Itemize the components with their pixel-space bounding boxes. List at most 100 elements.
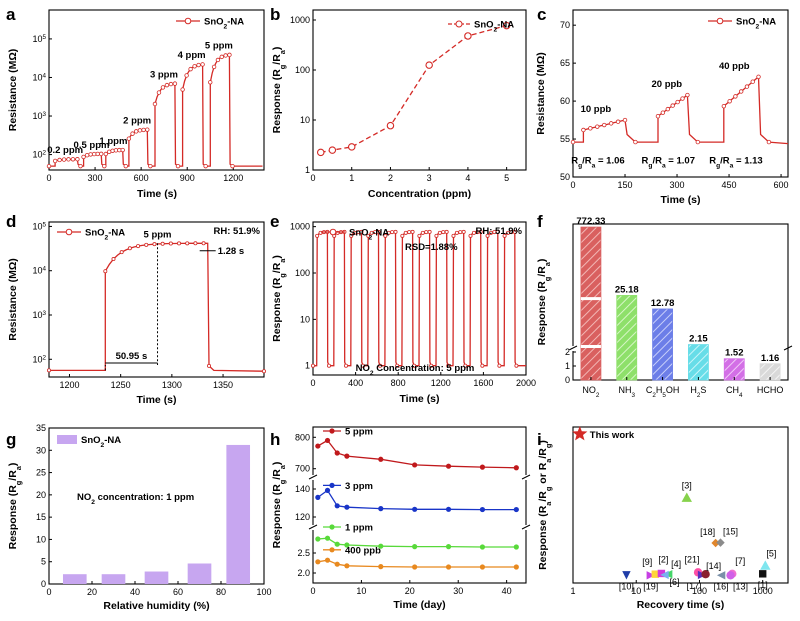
axis-break: [568, 345, 578, 351]
data-point: [99, 151, 104, 157]
data-point: [75, 157, 80, 162]
data-point: [230, 163, 235, 169]
x-tick-label: 1350: [213, 380, 233, 390]
data-point: [425, 61, 433, 69]
x-axis-label: Concentration (ppm): [368, 188, 471, 200]
axis-break: [521, 474, 531, 480]
data-point: [726, 571, 735, 580]
data-point: [478, 229, 483, 234]
data-point: [141, 127, 146, 133]
data-point: [184, 73, 189, 78]
point-label: [5]: [766, 549, 776, 559]
data-point: [655, 113, 661, 119]
data-point: [215, 57, 221, 63]
data-point: [403, 230, 408, 235]
category-label: H2S: [690, 385, 706, 399]
data-point: [437, 230, 442, 235]
panel-letter-g: g: [6, 430, 16, 449]
x-axis-label: Time (s): [137, 188, 177, 200]
point-label: [1]: [758, 580, 768, 590]
x-tick-label: 5: [504, 173, 509, 183]
x-tick-label: 0: [46, 587, 51, 597]
data-point: [152, 101, 158, 107]
data-point: [334, 541, 340, 547]
y-tick-label: 102: [32, 354, 46, 365]
panel-letter-a: a: [6, 5, 16, 24]
data-point: [103, 269, 108, 274]
legend-marker: [329, 228, 337, 236]
point-label: [3]: [682, 481, 692, 491]
y-tick-label: 104: [32, 265, 46, 276]
y-tick-label: 25: [36, 468, 46, 478]
data-point: [756, 74, 761, 79]
data-point: [315, 536, 321, 542]
y-tick-label: 700: [295, 464, 310, 474]
data-point: [203, 163, 208, 169]
data-point: [111, 257, 116, 262]
data-point: [670, 103, 675, 108]
data-point: [502, 233, 507, 238]
x-axis-label: Recovery time (s): [637, 599, 725, 611]
point-label: [6]: [670, 577, 680, 587]
data-point: [393, 229, 398, 234]
x-tick-label: 100: [256, 587, 271, 597]
data-point: [361, 363, 366, 368]
x-tick-label: 400: [348, 378, 363, 388]
axis-break: [521, 524, 531, 530]
y-axis-label: Response (Ra/Rg or Ra/Rg): [537, 440, 553, 570]
concentration-label: NO2 concentration: 1 ppm: [77, 492, 194, 506]
panel-letter-i: i: [537, 430, 542, 449]
data-point: [120, 147, 125, 153]
data-point: [651, 570, 659, 578]
data-point: [102, 163, 107, 169]
y-tick-label: 20: [36, 490, 46, 500]
panel-d: 1200 1250 1300 1350 102 103 104 105 50.95 s 1.28 …: [7, 221, 266, 406]
response-annotation: Rg/Ra = 1.07: [642, 155, 695, 169]
legend-swatch: [57, 435, 77, 444]
data-point: [468, 233, 473, 238]
y-axis-label: Resistance (MΩ): [535, 52, 547, 135]
x-tick-label: 20: [405, 586, 415, 596]
data-point: [513, 564, 519, 570]
data-point: [185, 241, 190, 246]
point-label: [19]: [643, 581, 658, 591]
data-point: [434, 233, 439, 238]
legend-marker: [329, 428, 335, 434]
axis-break: [783, 345, 793, 351]
data-point: [760, 560, 771, 570]
data-point: [479, 564, 486, 570]
data-point: [378, 363, 383, 368]
bar: [101, 574, 126, 584]
data-point: [168, 241, 173, 246]
legend-label: SnO2-NA: [474, 20, 514, 34]
data-point: [326, 363, 331, 368]
data-point: [744, 84, 750, 89]
data-point: [315, 494, 321, 500]
data-point: [412, 462, 418, 468]
x-tick-label: 1000: [753, 586, 773, 596]
data-point: [126, 136, 132, 141]
x-axis-label: Time (s): [660, 194, 700, 206]
data-point: [681, 492, 692, 502]
data-point: [665, 106, 670, 112]
data-point: [701, 569, 710, 579]
data-point: [344, 363, 349, 368]
data-point: [407, 230, 412, 235]
y-tick-label: 105: [32, 221, 46, 232]
data-point: [324, 557, 331, 563]
y-tick-label: 35: [36, 423, 46, 433]
data-point: [137, 128, 143, 133]
data-point: [168, 81, 174, 87]
data-point: [412, 363, 417, 368]
data-point: [390, 230, 395, 235]
x-tick-label: 800: [391, 378, 406, 388]
y-tick-label: 70: [560, 20, 570, 30]
pulse-label: 3 ppm: [150, 69, 178, 80]
data-point: [219, 54, 224, 60]
data-point: [615, 119, 621, 124]
data-point: [750, 79, 755, 84]
panel-g: 0 20 40 60 80 100 0 5 10 15 20 25 30 35 SnO2-NA NO2 con…: [7, 423, 272, 612]
data-point: [412, 544, 418, 550]
pulse-label: 0.5 ppm: [74, 140, 110, 151]
data-point: [513, 544, 519, 550]
